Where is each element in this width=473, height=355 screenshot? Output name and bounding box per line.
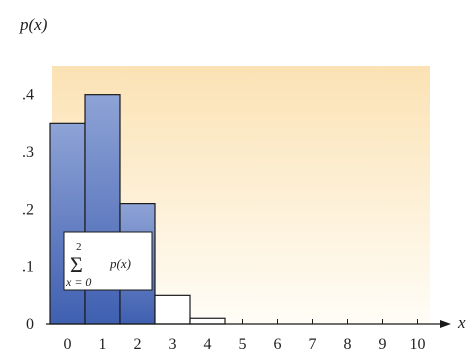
bar-x-3 [154, 294, 191, 325]
x-tick-label-4: 4 [204, 336, 212, 353]
y-tick-label-0: 0 [26, 316, 34, 333]
x-tick-label-5: 5 [239, 336, 247, 353]
y-tick-label-1: .1 [22, 259, 34, 276]
x-tick-label-0: 0 [64, 336, 72, 353]
y-tick-label-3: .3 [22, 144, 34, 161]
x-ticks-group: 0 1 2 3 4 5 6 7 8 9 10 [64, 319, 426, 353]
annotation-box [63, 231, 153, 291]
x-tick-label-10: 10 [410, 336, 426, 353]
y-ticks-group: 0 .1 .2 .3 .4 [22, 87, 34, 333]
annotation-lower: x = 0 [65, 275, 91, 289]
sum-annotation: 2 Σ x = 0 p(x) [63, 231, 153, 291]
bar-x-0 [49, 122, 86, 325]
x-tick-label-7: 7 [309, 336, 317, 353]
annotation-term: p(x) [109, 256, 131, 271]
x-tick-label-6: 6 [274, 336, 282, 353]
annotation-upper: 2 [76, 241, 82, 253]
x-axis-arrow [440, 320, 451, 328]
x-tick-label-3: 3 [169, 336, 177, 353]
x-tick-label-1: 1 [99, 336, 107, 353]
y-tick-label-2: .2 [22, 201, 34, 218]
x-tick-label-2: 2 [134, 336, 142, 353]
x-tick-label-9: 9 [379, 336, 387, 353]
y-tick-label-4: .4 [22, 87, 34, 104]
x-axis-title: x [457, 313, 466, 332]
y-axis-title: p(x) [19, 15, 48, 34]
bar-x-4 [189, 317, 226, 325]
x-tick-label-8: 8 [344, 336, 352, 353]
annotation-sigma: Σ [70, 252, 83, 277]
